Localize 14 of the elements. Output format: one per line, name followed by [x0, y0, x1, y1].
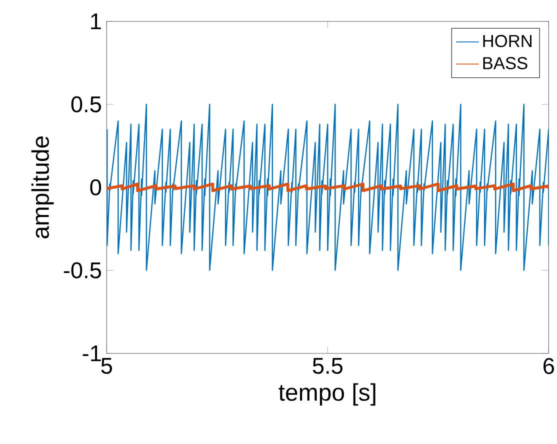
line-series	[106, 182, 549, 192]
y-tick-label: -0.5	[64, 262, 101, 278]
y-tick-label: 1	[91, 14, 101, 30]
x-tick-label: 5	[101, 358, 112, 374]
y-axis-title: amplitude	[31, 136, 54, 238]
y-tick-label: 0.5	[71, 96, 101, 112]
x-axis-title: tempo [s]	[278, 383, 376, 406]
y-tick-label: -1	[82, 346, 101, 362]
line-series	[106, 104, 549, 271]
x-tick-label: 6	[544, 358, 554, 374]
legend-label: HORN	[483, 34, 532, 48]
legend-label: BASS	[483, 57, 528, 70]
x-tick-label: 5.5	[312, 358, 342, 374]
y-tick-label: 0	[90, 179, 102, 196]
